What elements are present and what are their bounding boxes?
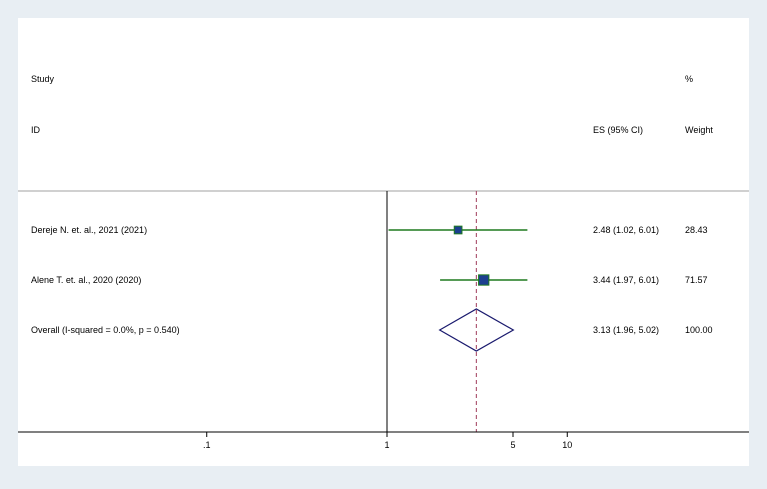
header-weight: Weight: [685, 125, 713, 135]
header-id: ID: [31, 125, 41, 135]
x-tick-label: 1: [384, 440, 389, 450]
study-ci-text: 3.44 (1.97, 6.01): [593, 275, 659, 285]
x-axis: .1 1 5 10: [18, 431, 749, 450]
overall-ci-text: 3.13 (1.96, 5.02): [593, 325, 659, 335]
study-label: Alene T. et. al., 2020 (2020): [31, 275, 141, 285]
effect-marker: [453, 225, 463, 235]
x-tick-label: .1: [203, 440, 211, 450]
study-label: Dereje N. et. al., 2021 (2021): [31, 225, 147, 235]
x-tick-label: 5: [510, 440, 515, 450]
header-es: ES (95% CI): [593, 125, 643, 135]
forest-marks: [386, 191, 528, 432]
header-percent: %: [685, 74, 693, 84]
forest-labels: Dereje N. et. al., 2021 (2021) 2.48 (1.02…: [31, 225, 713, 335]
effect-marker: [478, 274, 490, 286]
overall-diamond: [438, 308, 515, 352]
x-tick-label: 10: [562, 440, 572, 450]
study-weight: 71.57: [685, 275, 708, 285]
study-weight: 28.43: [685, 225, 708, 235]
overall-weight: 100.00: [685, 325, 713, 335]
study-ci-text: 2.48 (1.02, 6.01): [593, 225, 659, 235]
header-study: Study: [31, 74, 55, 84]
plot-panel: [18, 18, 749, 466]
overall-label: Overall (I-squared = 0.0%, p = 0.540): [31, 325, 180, 335]
